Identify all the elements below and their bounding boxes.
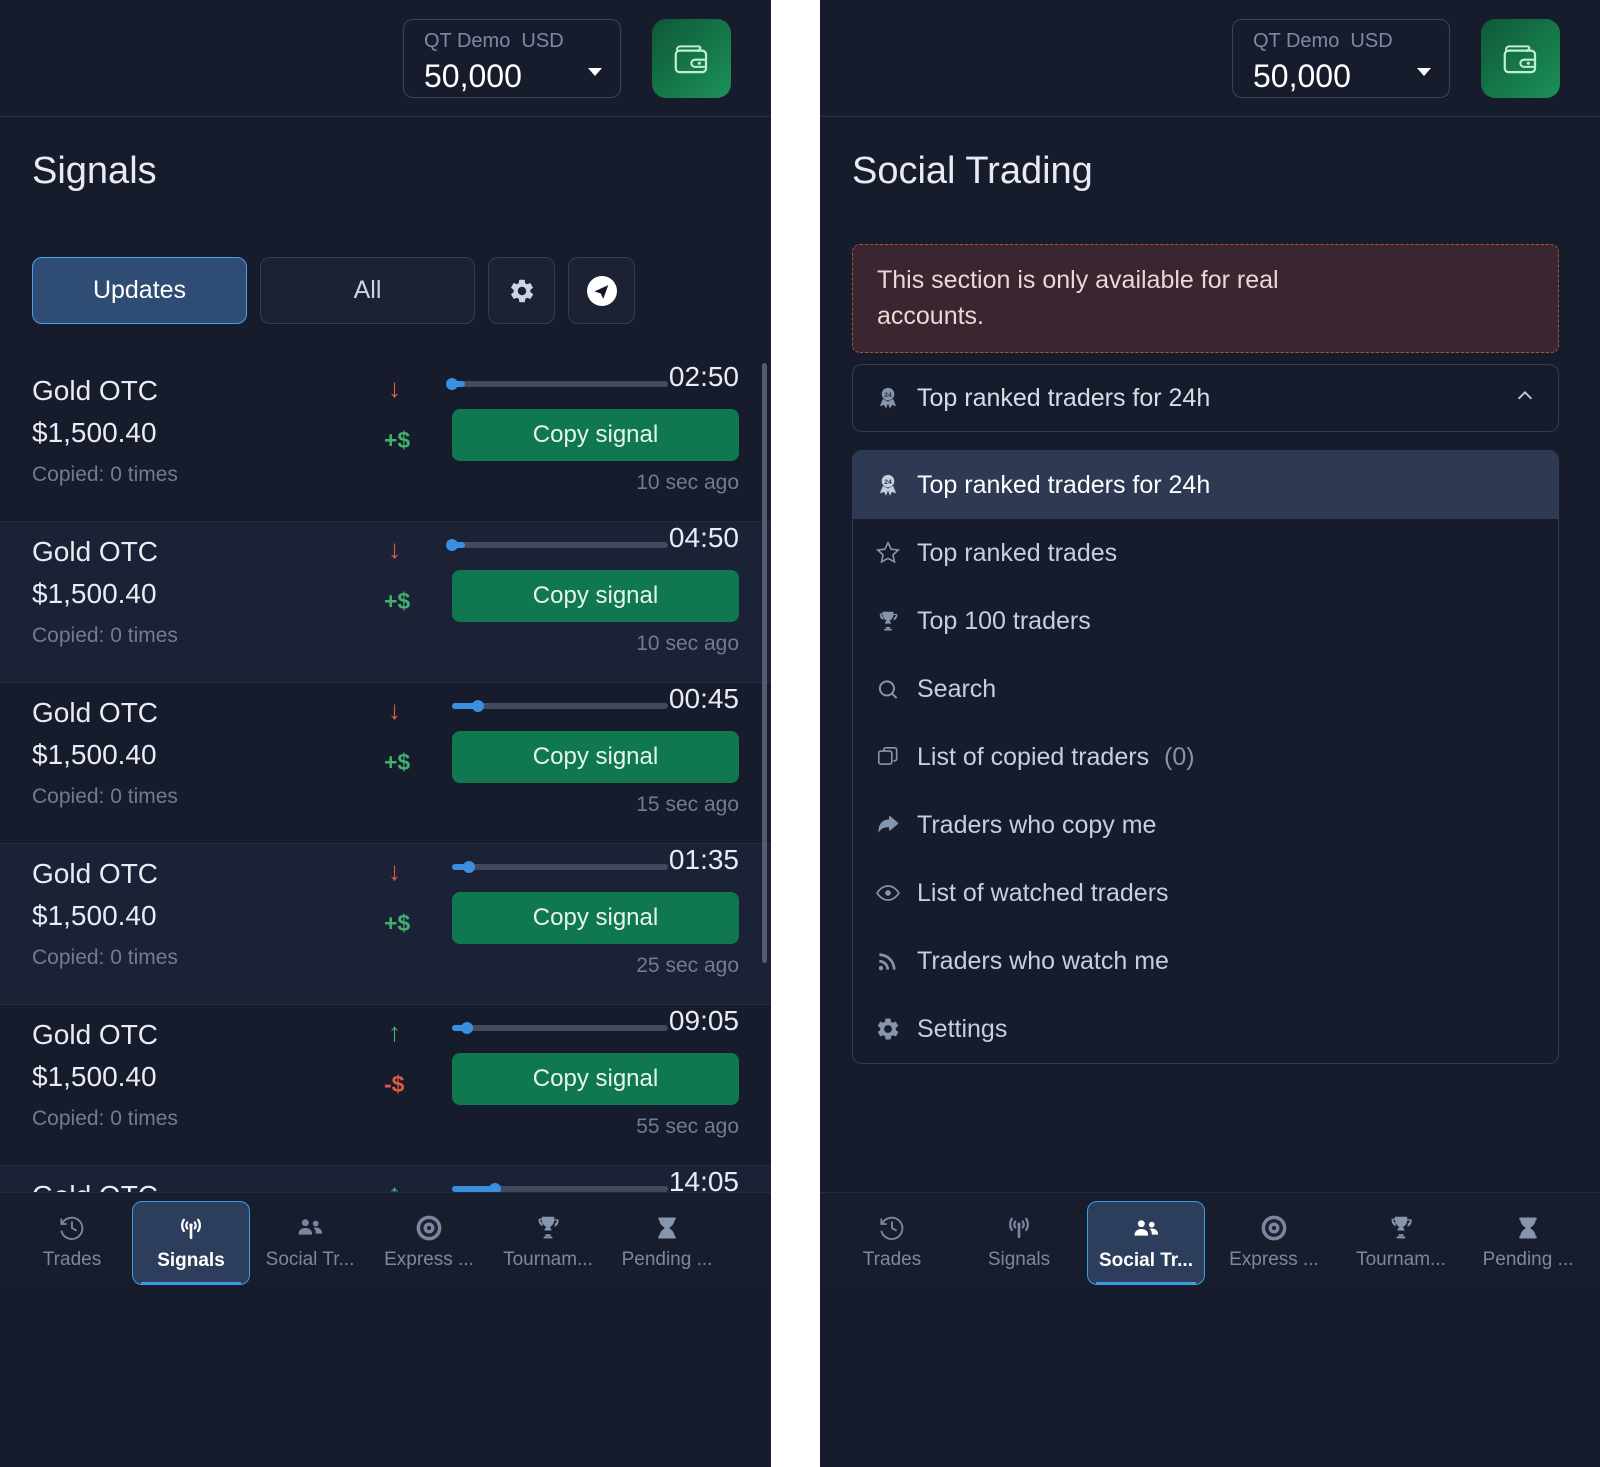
svg-text:24: 24 [884, 392, 892, 399]
svg-text:24: 24 [884, 479, 892, 486]
